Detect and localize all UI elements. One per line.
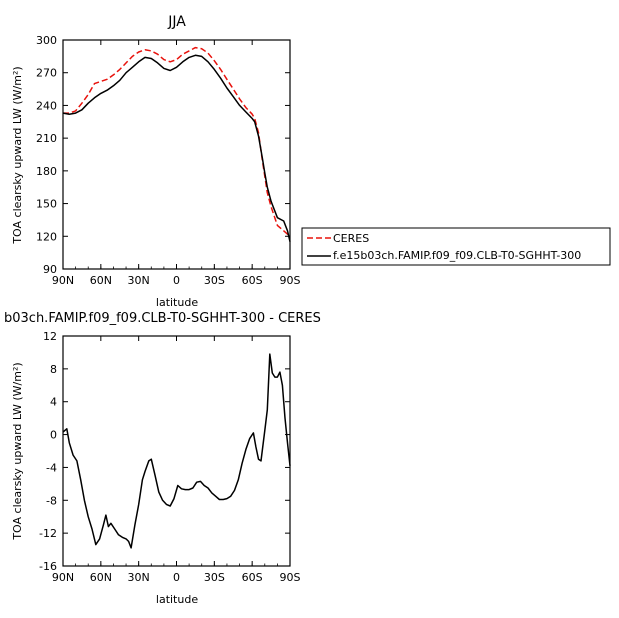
top-series-line-1 — [62, 54, 291, 242]
top-x-tick-label: 90S — [280, 274, 301, 287]
bottom-y-tick-label: -16 — [39, 560, 57, 573]
bottom-panel: b03ch.FAMIP.f09_f09.CLB-T0-SGHHT-300 - C… — [4, 311, 321, 606]
bottom-series-line-0 — [62, 353, 291, 549]
top-x-tick-label: 60S — [242, 274, 263, 287]
bottom-y-tick-label: -4 — [46, 461, 57, 474]
legend-label-ceres: CERES — [333, 232, 369, 245]
top-panel: JJA TOA clearsky upward LW (W/m²) latitu… — [11, 14, 301, 309]
top-y-tick-label: 210 — [36, 132, 57, 145]
legend: CERES f.e15b03ch.FAMIP.f09_f09.CLB-T0-SG… — [301, 227, 611, 266]
top-ticks: 90N 60N 30N 0 30S 60S 90S 90 120 150 180 210 240 270 3… — [36, 34, 301, 287]
bottom-y-tick-label: 12 — [43, 330, 57, 343]
bottom-y-axis-label: TOA clearsky upward LW (W/m²) — [11, 362, 24, 540]
bottom-y-tick-label: 4 — [50, 396, 57, 409]
top-y-tick-label: 300 — [36, 34, 57, 47]
top-x-tick-label: 30S — [204, 274, 225, 287]
bottom-y-tick-label: 8 — [50, 363, 57, 376]
bottom-x-tick-label: 90S — [280, 571, 301, 584]
top-y-tick-label: 120 — [36, 230, 57, 243]
bottom-chart-title: b03ch.FAMIP.f09_f09.CLB-T0-SGHHT-300 - C… — [4, 311, 321, 326]
top-x-tick-label: 0 — [173, 274, 180, 287]
bottom-y-tick-label: -8 — [46, 494, 57, 507]
top-x-tick-label: 30N — [128, 274, 150, 287]
top-y-tick-label: 90 — [43, 263, 57, 276]
top-series-group — [62, 46, 291, 242]
bottom-x-tick-label: 30N — [128, 571, 150, 584]
bottom-ticks: 90N 60N 30N 0 30S 60S 90S -16 -12 -8 -4 0 4 8 12 — [39, 330, 300, 584]
bottom-x-axis-label: latitude — [156, 593, 198, 606]
bottom-plot-frame — [62, 335, 291, 567]
top-y-tick-label: 270 — [36, 67, 57, 80]
top-x-axis-label: latitude — [156, 296, 198, 309]
bottom-x-tick-label: 0 — [173, 571, 180, 584]
bottom-x-tick-label: 60S — [242, 571, 263, 584]
top-x-tick-label: 90N — [52, 274, 74, 287]
top-y-tick-label: 150 — [36, 198, 57, 211]
legend-label-model: f.e15b03ch.FAMIP.f09_f09.CLB-T0-SGHHT-30… — [333, 249, 581, 262]
bottom-series-group — [62, 353, 291, 549]
top-y-tick-label: 240 — [36, 99, 57, 112]
top-x-tick-label: 60N — [90, 274, 112, 287]
top-series-line-0 — [63, 46, 291, 237]
legend-box — [301, 227, 611, 266]
bottom-y-tick-label: -12 — [39, 527, 57, 540]
top-y-axis-label: TOA clearsky upward LW (W/m²) — [11, 66, 24, 244]
bottom-x-tick-label: 60N — [90, 571, 112, 584]
top-chart-title: JJA — [167, 14, 186, 30]
top-y-tick-label: 180 — [36, 165, 57, 178]
bottom-y-tick-label: 0 — [50, 429, 57, 442]
bottom-x-tick-label: 90N — [52, 571, 74, 584]
top-plot-frame — [62, 39, 291, 270]
bottom-x-tick-label: 30S — [204, 571, 225, 584]
